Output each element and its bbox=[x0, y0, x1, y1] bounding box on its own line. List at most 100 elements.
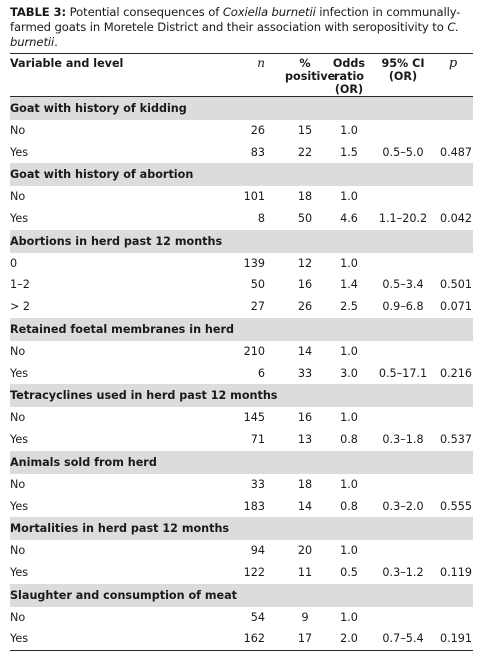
table-figure: TABLE 3: Potential consequences of Coxie… bbox=[10, 5, 475, 650]
p-value-cell: 0.537 bbox=[439, 433, 472, 446]
level-cell: 0 bbox=[10, 256, 18, 270]
table-row: Yes 183 14 0.8 0.3–2.0 0.555 bbox=[10, 495, 473, 517]
odds-ratio-cell: 2.0 bbox=[340, 632, 358, 646]
group-header-row: Animals sold from herd bbox=[10, 450, 473, 474]
p-value-cell: 0.216 bbox=[439, 366, 472, 380]
p-value-cell: 0.487 bbox=[439, 145, 472, 159]
ci-cell bbox=[373, 186, 433, 208]
p-value-cell bbox=[433, 474, 473, 496]
ci-cell: 1.1–20.2 bbox=[378, 212, 428, 225]
odds-ratio-cell: 1.0 bbox=[340, 544, 358, 558]
p-value-cell: 0.501 bbox=[439, 278, 472, 292]
group-header-row: Slaughter and consumption of meat bbox=[10, 583, 473, 607]
caption-organism-full: Coxiella burnetii bbox=[222, 5, 316, 19]
n-cell: 183 bbox=[243, 499, 265, 513]
variable-group: Mortalities in herd past 12 months No 94 20… bbox=[10, 517, 473, 584]
n-cell: 50 bbox=[250, 278, 265, 292]
caption-label: TABLE 3: bbox=[10, 5, 67, 19]
group-title: Goat with history of abortion bbox=[10, 168, 194, 181]
table-header: Variable and level n % positive Odds rati… bbox=[10, 53, 473, 97]
ci-cell bbox=[373, 341, 433, 363]
p-value-cell: 0.555 bbox=[439, 499, 472, 513]
level-cell: > 2 bbox=[10, 300, 31, 313]
odds-ratio-cell: 3.0 bbox=[340, 366, 358, 380]
p-value-cell: 0.119 bbox=[439, 566, 472, 579]
odds-ratio-cell: 1.5 bbox=[340, 145, 358, 159]
percent-positive-cell: 12 bbox=[297, 256, 313, 270]
column-header-or-line2: (OR) bbox=[334, 83, 364, 96]
variable-group: Abortions in herd past 12 months 0 139 12 1.… bbox=[10, 229, 473, 318]
odds-ratio-cell: 1.0 bbox=[340, 123, 358, 137]
ci-cell bbox=[373, 407, 433, 429]
column-header-ci-line2: (OR) bbox=[388, 70, 418, 83]
n-cell: 8 bbox=[257, 212, 265, 225]
percent-positive-cell: 11 bbox=[297, 566, 313, 579]
percent-positive-cell: 16 bbox=[297, 278, 313, 292]
column-header-variable: Variable and level bbox=[10, 57, 124, 70]
p-value-cell bbox=[433, 540, 473, 562]
group-header-row: Abortions in herd past 12 months bbox=[10, 229, 473, 253]
table-row: > 2 27 26 2.5 0.9–6.8 0.071 bbox=[10, 296, 473, 318]
n-cell: 122 bbox=[243, 566, 265, 579]
odds-ratio-cell: 0.8 bbox=[340, 499, 358, 513]
ci-cell bbox=[373, 253, 433, 275]
variable-group: Goat with history of kidding No 26 15 1.0 Yes… bbox=[10, 96, 473, 164]
level-cell: No bbox=[10, 477, 26, 491]
p-value-cell: 0.042 bbox=[439, 212, 472, 225]
level-cell: 1–2 bbox=[10, 278, 30, 292]
table-row: Yes 6 33 3.0 0.5–17.1 0.216 bbox=[10, 362, 473, 384]
table-row: Yes 8 50 4.6 1.1–20.2 0.042 bbox=[10, 208, 473, 230]
group-header-row: Goat with history of abortion bbox=[10, 163, 473, 186]
odds-ratio-cell: 1.0 bbox=[340, 411, 358, 425]
header-row: Variable and level n % positive Odds rati… bbox=[10, 54, 473, 97]
group-title: Tetracyclines used in herd past 12 month… bbox=[10, 389, 278, 402]
table-row: No 54 9 1.0 bbox=[10, 607, 473, 629]
ci-cell: 0.5–5.0 bbox=[382, 145, 424, 159]
odds-ratio-cell: 1.0 bbox=[340, 477, 358, 491]
odds-ratio-cell: 1.0 bbox=[340, 344, 358, 358]
odds-ratio-cell: 1.4 bbox=[340, 278, 358, 292]
caption-text-after: . bbox=[54, 35, 58, 49]
group-title: Retained foetal membranes in herd bbox=[10, 322, 235, 336]
level-cell: No bbox=[10, 190, 26, 204]
p-value-cell: 0.071 bbox=[439, 300, 472, 313]
level-cell: Yes bbox=[10, 499, 29, 513]
caption-organism-short: C. burnetii bbox=[10, 20, 459, 49]
column-header-odds-ratio: Odds ratio (OR) bbox=[325, 54, 373, 97]
level-cell: No bbox=[10, 544, 26, 558]
odds-ratio-cell: 1.0 bbox=[340, 256, 358, 270]
n-cell: 6 bbox=[257, 366, 265, 380]
table-row: 1–2 50 16 1.4 0.5–3.4 0.501 bbox=[10, 274, 473, 296]
table-caption: TABLE 3: Potential consequences of Coxie… bbox=[10, 5, 475, 50]
group-title: Slaughter and consumption of meat bbox=[10, 588, 238, 602]
n-cell: 139 bbox=[243, 256, 265, 270]
group-header-row: Retained foetal membranes in herd bbox=[10, 317, 473, 341]
odds-ratio-cell: 4.6 bbox=[340, 212, 358, 225]
level-cell: Yes bbox=[10, 366, 29, 380]
column-header-percent-line2: positive bbox=[285, 70, 336, 83]
n-cell: 145 bbox=[243, 411, 265, 425]
column-header-n: n bbox=[257, 56, 265, 70]
group-title: Abortions in herd past 12 months bbox=[10, 234, 223, 248]
table-row: No 33 18 1.0 bbox=[10, 474, 473, 496]
percent-positive-cell: 9 bbox=[301, 610, 309, 624]
ci-cell: 0.5–3.4 bbox=[382, 278, 424, 292]
level-cell: No bbox=[10, 344, 26, 358]
level-cell: Yes bbox=[10, 212, 29, 225]
table-row: No 26 15 1.0 bbox=[10, 120, 473, 142]
n-cell: 83 bbox=[250, 145, 265, 159]
level-cell: No bbox=[10, 123, 26, 137]
column-header-p: p bbox=[448, 56, 458, 71]
ci-cell bbox=[373, 540, 433, 562]
ci-cell bbox=[373, 607, 433, 629]
odds-ratio-cell: 0.5 bbox=[340, 566, 358, 579]
p-value-cell bbox=[433, 253, 473, 275]
p-value-cell bbox=[433, 407, 473, 429]
caption-text-middle: infection in communally-farmed goats in … bbox=[10, 5, 461, 34]
table-row: No 101 18 1.0 bbox=[10, 186, 473, 208]
table-row: Yes 71 13 0.8 0.3–1.8 0.537 bbox=[10, 429, 473, 451]
percent-positive-cell: 16 bbox=[297, 411, 313, 425]
level-cell: No bbox=[10, 610, 26, 624]
caption-text-before: Potential consequences of bbox=[66, 5, 223, 19]
variable-group: Goat with history of abortion No 101 18 1.0 Y… bbox=[10, 163, 473, 230]
